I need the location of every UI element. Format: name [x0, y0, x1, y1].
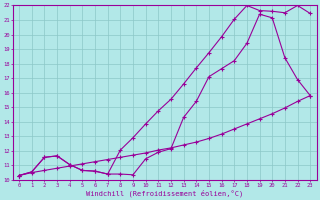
X-axis label: Windchill (Refroidissement éolien,°C): Windchill (Refroidissement éolien,°C)	[86, 189, 243, 197]
